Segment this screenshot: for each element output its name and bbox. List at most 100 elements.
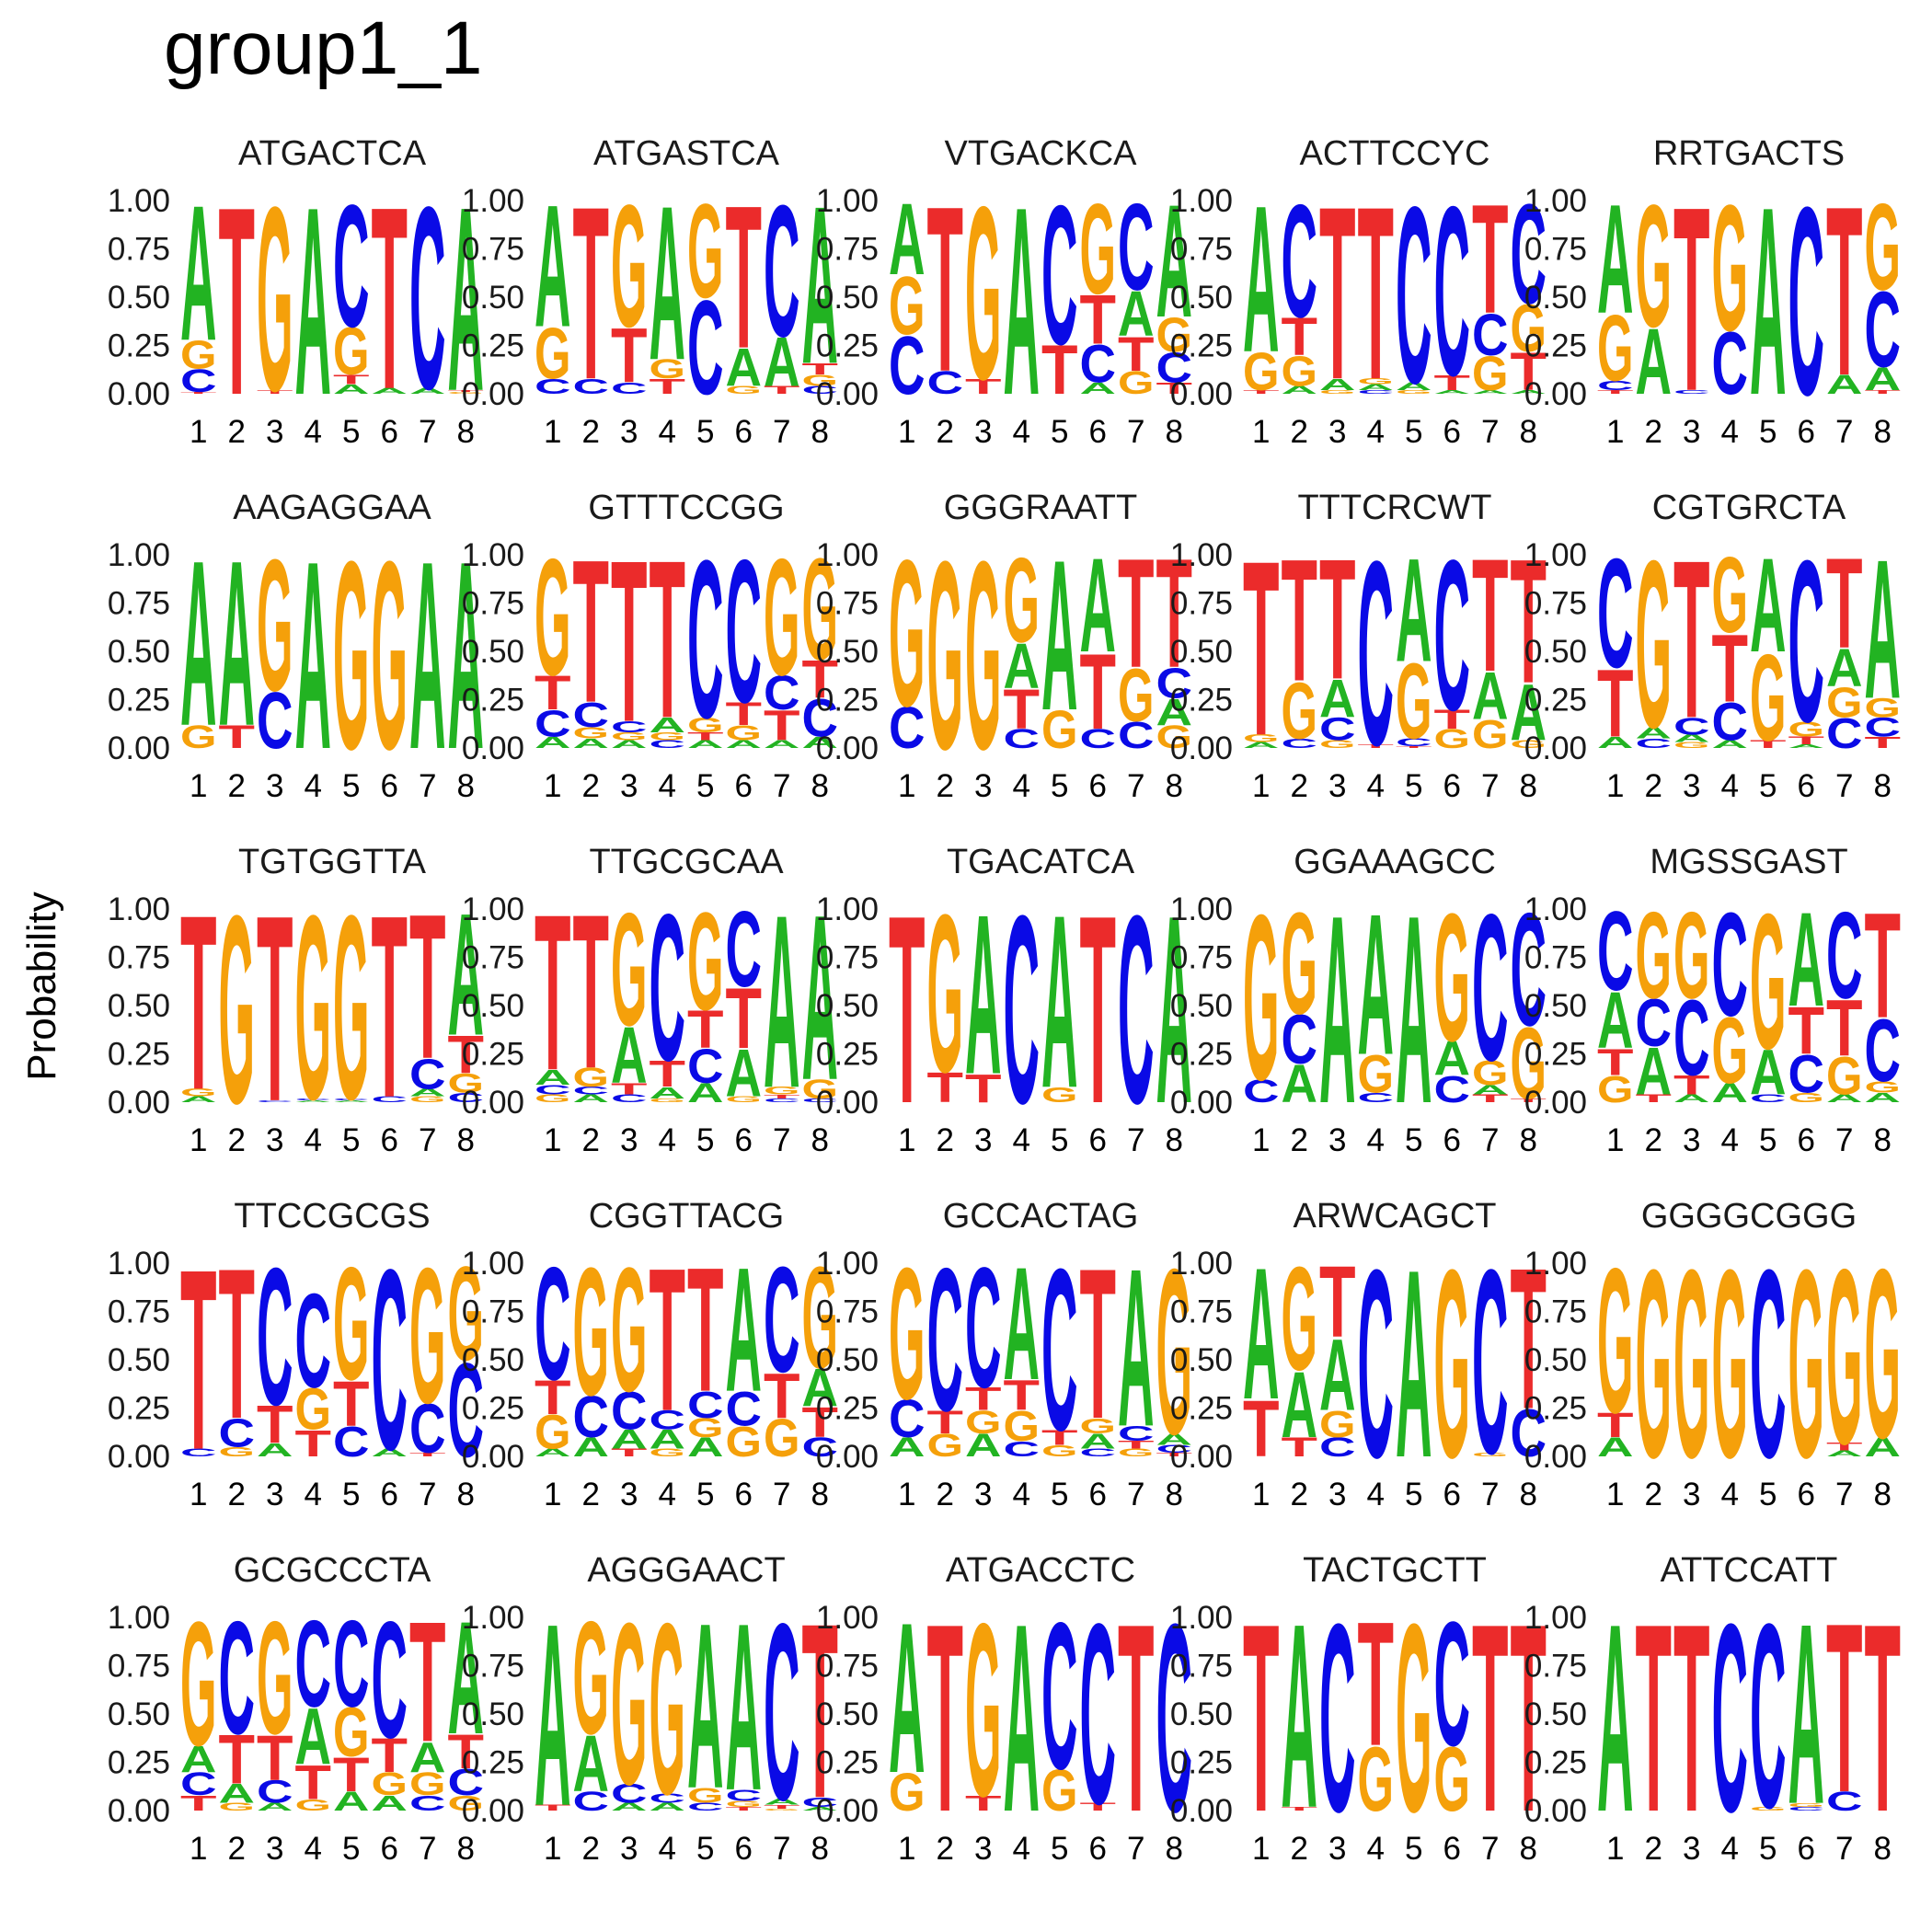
logo-letter-g: G xyxy=(1511,739,1547,751)
logo-letter-a: A xyxy=(1156,1430,1193,1448)
x-tick-label: 6 xyxy=(735,1122,753,1158)
logo-letter-g: G xyxy=(1282,348,1317,396)
y-tick-label: 0.50 xyxy=(1170,280,1233,316)
logo-letter-c: C xyxy=(1750,1214,1786,1513)
x-tick-label: 1 xyxy=(1252,1831,1270,1867)
logo-letter-g: G xyxy=(1750,875,1786,1090)
y-tick-label: 0.75 xyxy=(462,940,524,976)
logo-letter-c: C xyxy=(1080,724,1117,754)
y-tick-label: 0.75 xyxy=(816,1294,879,1330)
logo-letter-c: C xyxy=(333,168,370,363)
logo-letter-a: A xyxy=(409,1087,446,1098)
logo-letter-t: T xyxy=(180,391,217,394)
logo-letter-c: C xyxy=(1319,1569,1355,1868)
logo-letter-c: C xyxy=(611,1779,648,1810)
logo-letter-a: A xyxy=(333,1787,370,1817)
logo-letter-g: G xyxy=(1865,1220,1901,1489)
logo-letter-t: T xyxy=(1434,705,1471,735)
logo-letter-t: T xyxy=(1118,1439,1154,1451)
x-tick-label: 7 xyxy=(419,1122,436,1158)
x-tick-label: 3 xyxy=(1683,1122,1700,1158)
logo-letter-g: G xyxy=(687,1784,723,1808)
logo-letter-a: A xyxy=(1243,741,1279,750)
x-tick-label: 6 xyxy=(1089,1831,1107,1867)
logo-letter-a: A xyxy=(1788,1570,1824,1858)
logo-letter-g: G xyxy=(535,1405,570,1459)
logo-panel: GGGGCGGG 0.00 0.25 0.50 0.75 1.00 1 2 3 4 5 6 7 8 A T G G… xyxy=(1524,1199,1932,1553)
logo-letter-a: A xyxy=(1282,385,1318,397)
x-tick-label: 4 xyxy=(1367,1122,1385,1158)
y-tick-label: 0.00 xyxy=(462,1085,524,1121)
x-tick-label: 2 xyxy=(1645,414,1662,450)
y-tick-label: 0.75 xyxy=(816,1649,879,1685)
logo-letter-c: C xyxy=(687,1385,724,1427)
logo-plot: 0.000.250.500.751.001 2 3 4 5 6 7 8GA T TG A GC TC T C xyxy=(816,1568,1192,1868)
logo-letter-c: C xyxy=(1156,343,1193,391)
y-tick-label: 0.75 xyxy=(1524,586,1587,622)
logo-plot: 0.000.250.500.751.001 2 3 4 5 6 7 8T TG TA C GA T C A xyxy=(816,859,1192,1159)
logo-letter-c: C xyxy=(764,167,799,376)
logo-letter-g: G xyxy=(650,1573,685,1846)
x-tick-label: 7 xyxy=(773,414,790,450)
x-tick-label: 4 xyxy=(659,768,676,804)
y-tick-label: 0.00 xyxy=(816,1439,879,1475)
x-tick-label: 7 xyxy=(419,768,436,804)
logo-letter-a: A xyxy=(257,1801,293,1813)
logo-letter-t: T xyxy=(1597,1406,1633,1444)
logo-letter-g: G xyxy=(1156,307,1192,362)
logo-letter-a: A xyxy=(965,1427,1001,1464)
logo-plot: 0.000.250.500.751.001 2 3 4 5 6 7 8GTACTACGATCG… xyxy=(1524,875,1901,1158)
logo-letter-g: G xyxy=(889,1228,925,1439)
logo-letter-g: G xyxy=(1712,536,1748,656)
logo-letter-a: A xyxy=(1826,1449,1862,1458)
logo-letter-g: G xyxy=(1636,169,1672,364)
logo-letter-g: G xyxy=(1750,629,1786,766)
x-tick-label: 5 xyxy=(1405,1831,1422,1867)
logo-letter-t: T xyxy=(295,1756,332,1810)
logo-letter-c: C xyxy=(295,1098,331,1100)
logo-letter-a: A xyxy=(333,1099,369,1102)
logo-letter-c: C xyxy=(1511,1396,1547,1470)
x-tick-label: 3 xyxy=(974,414,992,450)
logo-letter-a: A xyxy=(1282,1053,1317,1113)
y-tick-label: 0.50 xyxy=(1170,1696,1233,1732)
logo-letter-a: A xyxy=(1636,1034,1672,1109)
logo-letter-c: C xyxy=(372,1215,408,1504)
logo-letter-c: C xyxy=(1788,152,1824,451)
logo-letter-t: T xyxy=(573,517,609,745)
logo-letter-g: G xyxy=(409,1767,445,1803)
logo-letter-a: A xyxy=(448,152,484,445)
logo-letter-c: C xyxy=(409,155,446,444)
logo-letter-g: G xyxy=(1788,1090,1825,1105)
logo-letter-c: C xyxy=(1358,1090,1394,1105)
y-tick-label: 0.25 xyxy=(816,1037,879,1073)
logo-letter-t: T xyxy=(1865,1568,1901,1868)
logo-letter-t: T xyxy=(802,360,839,378)
x-tick-label: 8 xyxy=(457,414,475,450)
panel-title: TTTCRCWT xyxy=(1297,489,1492,527)
logo-letter-c: C xyxy=(448,1336,484,1486)
x-tick-label: 6 xyxy=(1443,414,1461,450)
logo-letter-t: T xyxy=(257,1395,293,1455)
x-tick-label: 4 xyxy=(1013,768,1030,804)
x-tick-label: 4 xyxy=(1721,768,1739,804)
panel-title: CGTGRCTA xyxy=(1651,489,1846,527)
logo-letter-t: T xyxy=(180,1216,216,1504)
x-tick-label: 7 xyxy=(1127,768,1144,804)
x-tick-label: 4 xyxy=(305,1122,322,1158)
logo-letter-t: T xyxy=(1396,745,1432,748)
y-tick-label: 0.75 xyxy=(1524,1294,1587,1330)
x-tick-label: 7 xyxy=(1127,414,1144,450)
logo-letter-c: C xyxy=(1434,1584,1470,1782)
logo-letter-t: T xyxy=(333,372,370,386)
logo-letter-a: A xyxy=(726,1036,762,1110)
logo-letter-g: G xyxy=(1041,1758,1077,1823)
logo-letter-t: T xyxy=(1041,1426,1078,1450)
logo-letter-t: T xyxy=(650,1053,685,1095)
y-tick-label: 0.50 xyxy=(816,280,879,316)
logo-letter-a: A xyxy=(1788,743,1824,749)
y-tick-label: 0.50 xyxy=(1524,1696,1587,1732)
y-tick-label: 0.75 xyxy=(1170,940,1233,976)
